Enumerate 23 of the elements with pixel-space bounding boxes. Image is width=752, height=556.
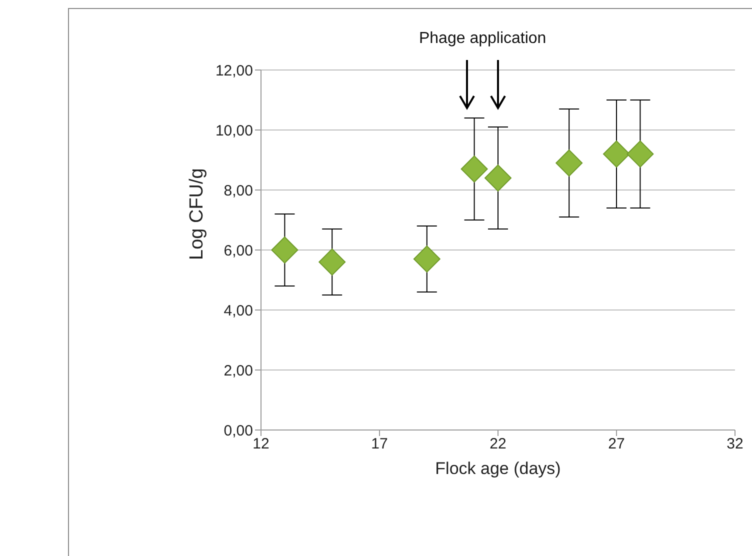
x-axis-title: Flock age (days): [435, 459, 561, 478]
point: [603, 140, 630, 168]
y-axis-title: Log CFU/g: [186, 168, 208, 260]
point: [413, 246, 440, 272]
x-tick-label: 27: [608, 436, 625, 453]
y-tick-label: 0,00: [224, 422, 253, 440]
y-tick-label: 12,00: [215, 62, 253, 80]
y-tick-label: 4,00: [224, 302, 253, 320]
point: [484, 164, 512, 192]
point: [556, 150, 583, 176]
x-tick-label: 32: [726, 436, 744, 453]
y-tick-label: 6,00: [224, 242, 253, 260]
point: [318, 248, 346, 276]
text: Phage application: [418, 30, 548, 48]
x-tick-label: 22: [490, 436, 506, 453]
y-tick-label: 2,00: [224, 362, 253, 380]
point: [626, 140, 654, 168]
point: [460, 156, 488, 182]
x-tick-label: 17: [371, 436, 388, 453]
y-tick-label: 8,00: [224, 182, 253, 200]
x-tick-label: 12: [252, 436, 270, 453]
y-tick-label: 10,00: [215, 122, 253, 140]
point: [271, 236, 298, 264]
